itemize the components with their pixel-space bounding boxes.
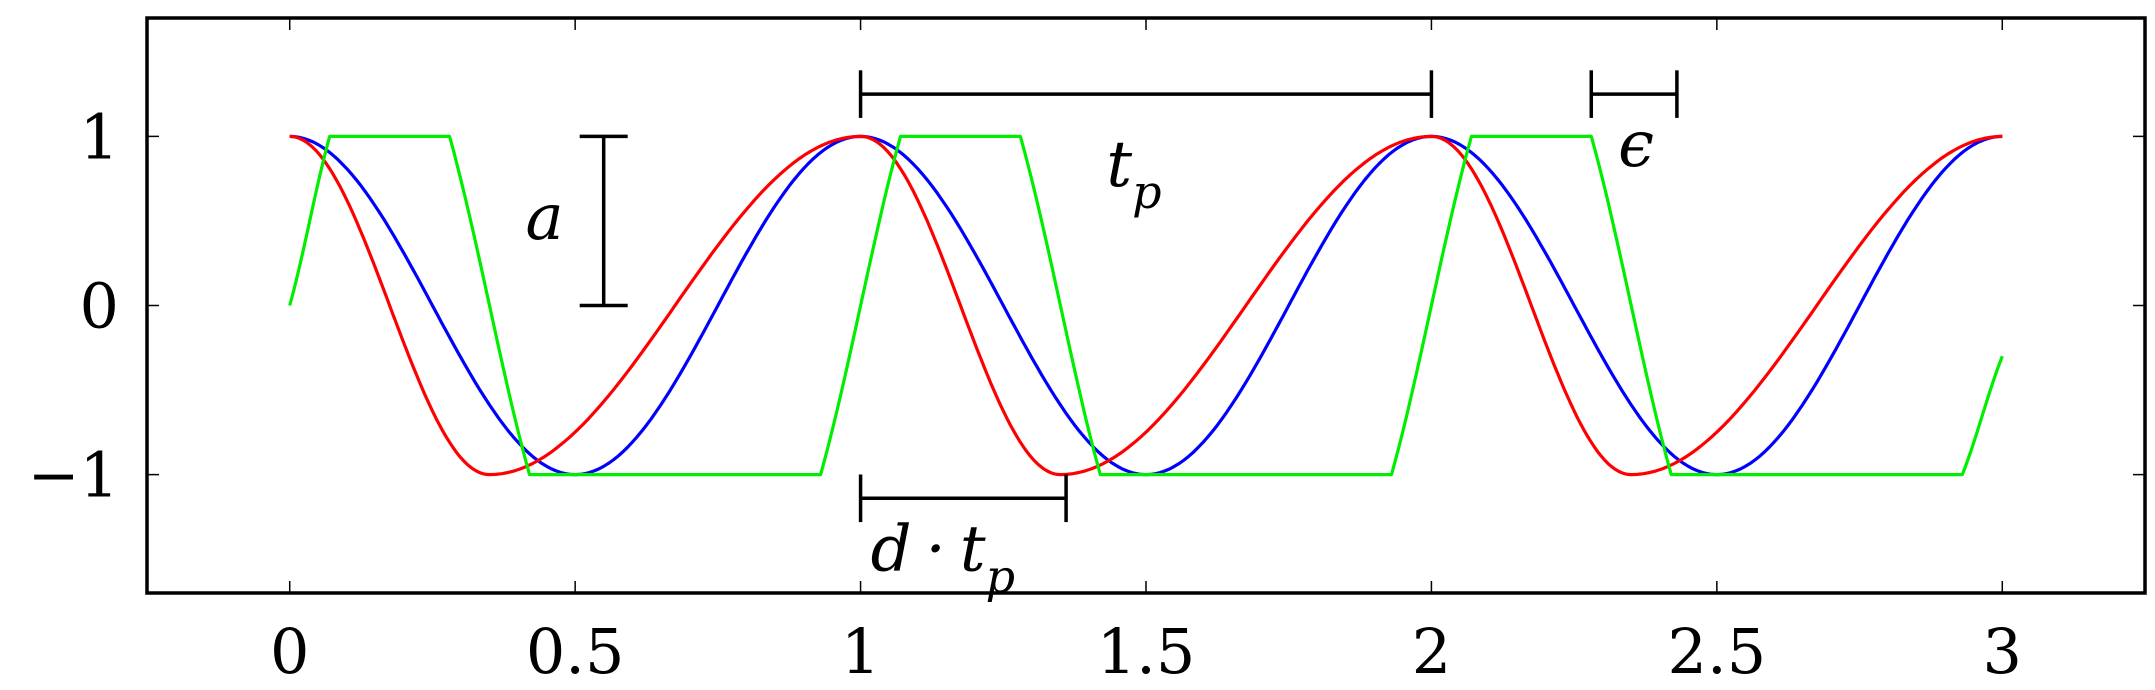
amplitude-bracket <box>579 134 628 308</box>
y-tick-label: 0 <box>80 270 119 343</box>
x-tick-label: 2.5 <box>1668 615 1767 688</box>
period-label-t: t <box>1106 128 1132 202</box>
x-tick-label: 2 <box>1412 615 1451 688</box>
duty-label-t: t <box>960 512 986 586</box>
x-tick-label: 3 <box>1983 615 2022 688</box>
ticks <box>147 18 2145 593</box>
x-tick-labels: 0 0.5 1 1.5 2 2.5 3 <box>270 615 2022 688</box>
epsilon-bracket <box>1589 70 1679 118</box>
series-line-3 <box>288 134 2004 477</box>
series-line-2 <box>289 134 2003 477</box>
y-tick-labels: −1 0 1 <box>28 100 119 511</box>
amplitude-label: a <box>526 181 564 255</box>
x-tick-label: 1.5 <box>1097 615 1196 688</box>
y-tick-label: 1 <box>80 100 119 173</box>
series-layer <box>288 134 2004 477</box>
annotations: a tp ϵ d · tp <box>526 70 1679 603</box>
duty-label-sub: p <box>986 549 1015 603</box>
plot-frame <box>145 16 2147 595</box>
period-label: tp <box>1106 128 1161 219</box>
x-tick-label: 1 <box>841 615 880 688</box>
duty-label-dot: · <box>926 512 946 586</box>
epsilon-label: ϵ <box>1618 108 1654 182</box>
period-bracket <box>858 70 1434 118</box>
period-label-sub: p <box>1132 165 1161 219</box>
y-tick-label: −1 <box>28 439 119 512</box>
x-tick-label: 0.5 <box>526 615 625 688</box>
x-tick-label: 0 <box>270 615 309 688</box>
duty-label: d · tp <box>871 512 1015 603</box>
duty-label-d: d <box>871 512 912 586</box>
duty-bracket <box>858 474 1068 523</box>
